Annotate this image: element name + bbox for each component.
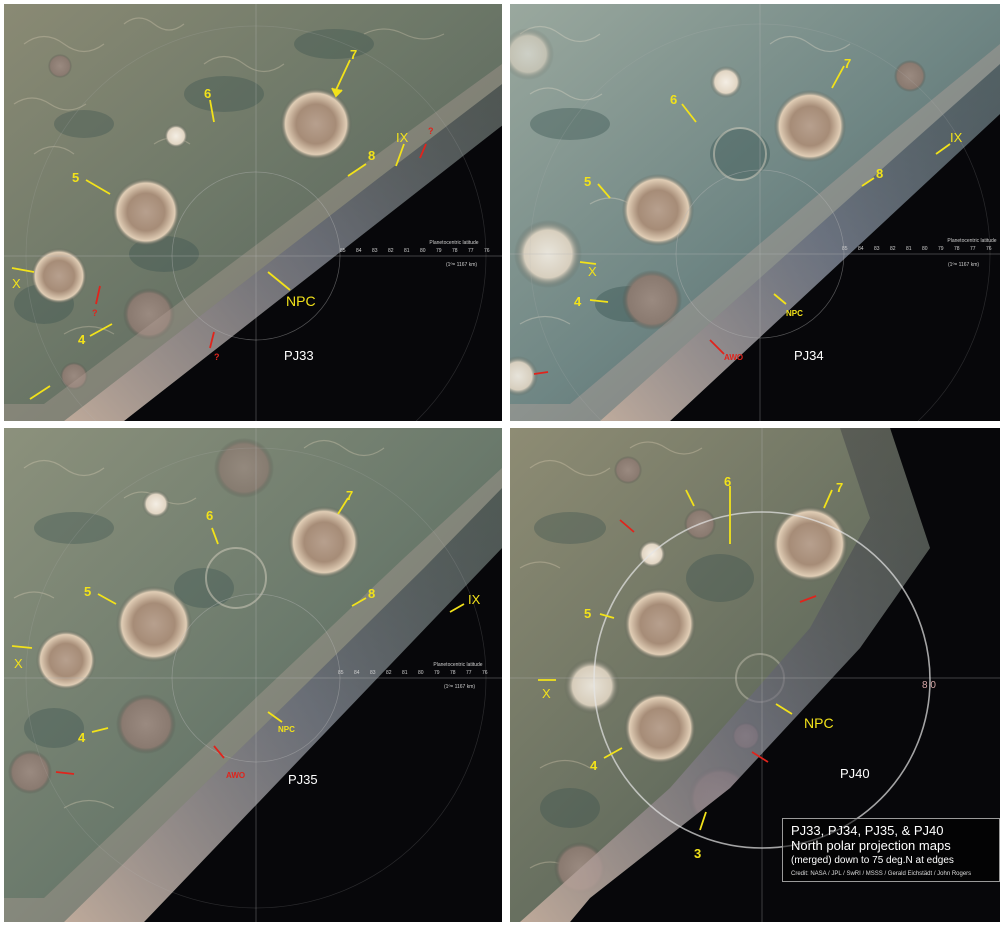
scale-title: Planetocentric latitude: [433, 662, 482, 668]
label-awo: AWO: [724, 353, 743, 362]
label-x: X: [588, 264, 597, 279]
panel-title: PJ33: [284, 348, 314, 363]
credit-subtitle: North polar projection maps: [791, 838, 951, 853]
label-npc: NPC: [278, 725, 295, 734]
label-8: 8: [368, 586, 375, 601]
scale-title: Planetocentric latitude: [429, 240, 478, 246]
scale-title: Planetocentric latitude: [947, 238, 996, 244]
scale-tick: 79: [938, 246, 944, 252]
label-5: 5: [84, 584, 91, 599]
scale-tick: 85: [340, 248, 346, 254]
label-awo: AWO: [226, 771, 245, 780]
panel-pj34: Planetocentric latitude 85 84 83 82 81 8…: [510, 4, 1000, 421]
label-ix: IX: [950, 130, 963, 145]
label-4: 4: [574, 294, 582, 309]
label-x: X: [542, 686, 551, 701]
panel-title: PJ40: [840, 766, 870, 781]
scale-tick: 83: [370, 670, 376, 676]
label-6: 6: [670, 92, 677, 107]
label-6: 6: [206, 508, 213, 523]
scale-tick: 81: [906, 246, 912, 252]
label-npc: NPC: [804, 715, 834, 731]
label-question: ?: [214, 352, 220, 362]
scale-tick: 76: [482, 670, 488, 676]
label-7: 7: [346, 488, 353, 503]
label-ix: IX: [468, 592, 481, 607]
scale-tick: 85: [338, 670, 344, 676]
label-ix: IX: [396, 130, 409, 145]
scale-tick: 76: [484, 248, 490, 254]
scale-tick: 78: [450, 670, 456, 676]
scale-unit: (1º= 1167 km): [948, 262, 979, 268]
ring-80-label: 8 0: [922, 680, 936, 691]
panel-title: PJ35: [288, 772, 318, 787]
credit-box: PJ33, PJ34, PJ35, & PJ40 North polar pro…: [782, 818, 1000, 882]
credit-line: Credit: NASA / JPL / SwRI / MSSS / Geral…: [791, 871, 972, 877]
scale-tick: 81: [404, 248, 410, 254]
panel-pj40: 7 6 5 4 3 X NPC 8 0 PJ40 PJ33, PJ34, PJ3…: [510, 428, 1000, 922]
panel-title: PJ34: [794, 348, 824, 363]
scale-tick: 80: [418, 670, 424, 676]
scale-tick: 80: [922, 246, 928, 252]
scale-tick: 84: [356, 248, 362, 254]
scale-tick: 82: [890, 246, 896, 252]
label-5: 5: [584, 174, 591, 189]
jupiter-map-pj34: Planetocentric latitude 85 84 83 82 81 8…: [510, 4, 1000, 421]
scale-tick: 84: [354, 670, 360, 676]
scale-tick: 77: [468, 248, 474, 254]
jupiter-map-pj33: Planetocentric latitude 85 84 83 82 81 8…: [4, 4, 502, 421]
scale-tick: 78: [954, 246, 960, 252]
label-3: 3: [694, 846, 701, 861]
scale-tick: 79: [434, 670, 440, 676]
scale-tick: 78: [452, 248, 458, 254]
scale-tick: 82: [388, 248, 394, 254]
label-7: 7: [350, 47, 357, 62]
label-7: 7: [844, 56, 851, 71]
label-8: 8: [876, 166, 883, 181]
label-6: 6: [204, 86, 211, 101]
label-4: 4: [590, 758, 598, 773]
scale-unit: (1º= 1167 km): [444, 684, 475, 690]
scale-tick: 83: [372, 248, 378, 254]
label-4: 4: [78, 332, 86, 347]
label-npc: NPC: [786, 309, 803, 318]
label-8: 8: [368, 148, 375, 163]
scale-tick: 83: [874, 246, 880, 252]
label-7: 7: [836, 480, 843, 495]
scale-tick: 77: [466, 670, 472, 676]
scale-tick: 79: [436, 248, 442, 254]
scale-tick: 81: [402, 670, 408, 676]
label-5: 5: [584, 606, 591, 621]
label-question: ?: [92, 308, 98, 318]
label-6: 6: [724, 474, 731, 489]
label-4: 4: [78, 730, 86, 745]
panel-pj35: Planetocentric latitude 85 84 83 82 81 8…: [4, 428, 502, 922]
scale-unit: (1º= 1167 km): [446, 262, 477, 268]
label-5: 5: [72, 170, 79, 185]
panel-pj33: Planetocentric latitude 85 84 83 82 81 8…: [4, 4, 502, 421]
scale-tick: 84: [858, 246, 864, 252]
scale-tick: 85: [842, 246, 848, 252]
label-x: X: [14, 656, 23, 671]
scale-tick: 80: [420, 248, 426, 254]
credit-note: (merged) down to 75 deg.N at edges: [791, 855, 954, 866]
scale-tick: 82: [386, 670, 392, 676]
label-x: X: [12, 276, 21, 291]
scale-tick: 76: [986, 246, 992, 252]
label-npc: NPC: [286, 293, 316, 309]
credit-title: PJ33, PJ34, PJ35, & PJ40: [791, 823, 944, 838]
jupiter-map-pj35: Planetocentric latitude 85 84 83 82 81 8…: [4, 428, 502, 922]
scale-tick: 77: [970, 246, 976, 252]
label-question: ?: [428, 126, 434, 136]
